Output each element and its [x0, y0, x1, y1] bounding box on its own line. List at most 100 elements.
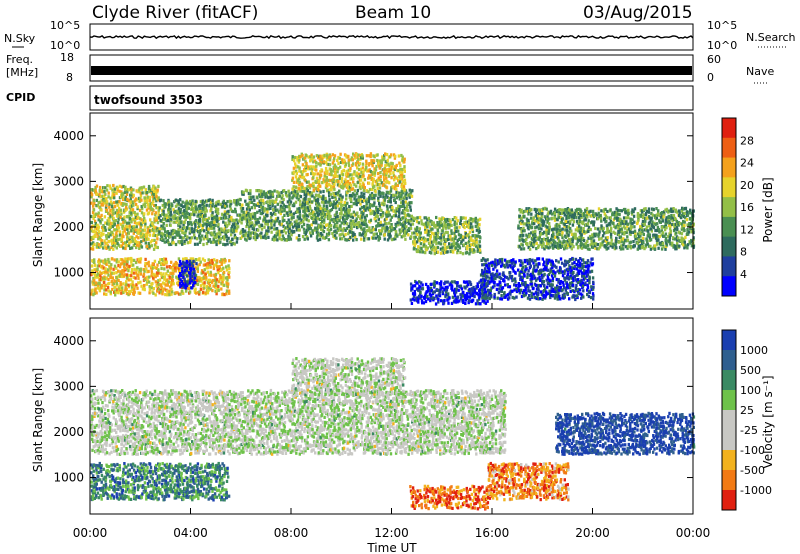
heatmap-cell [192, 260, 194, 263]
heatmap-cell [164, 234, 166, 237]
heatmap-cell [615, 237, 617, 240]
heatmap-cell [202, 291, 204, 294]
heatmap-cell [527, 212, 529, 215]
heatmap-cell [125, 244, 127, 247]
heatmap-cell [583, 239, 585, 242]
heatmap-cell [99, 186, 101, 189]
heatmap-cell [562, 228, 564, 231]
heatmap-cell [137, 232, 139, 235]
heatmap-cell [649, 233, 651, 236]
heatmap-cell [360, 238, 362, 241]
heatmap-cell [484, 273, 486, 276]
heatmap-cell [382, 214, 384, 217]
heatmap-cell [686, 211, 688, 214]
heatmap-cell [214, 224, 216, 227]
heatmap-cell [272, 193, 274, 196]
heatmap-cell [140, 285, 142, 288]
heatmap-cell [517, 224, 519, 227]
heatmap-cell [234, 242, 236, 245]
heatmap-cell [427, 246, 429, 249]
heatmap-cell [657, 239, 659, 242]
heatmap-cell [124, 267, 126, 270]
heatmap-cell [172, 241, 174, 244]
heatmap-cell [141, 186, 143, 189]
heatmap-cell [118, 260, 120, 263]
heatmap-cell [284, 205, 286, 208]
heatmap-cell [174, 266, 176, 269]
heatmap-cell [136, 205, 138, 208]
heatmap-cell [181, 243, 183, 246]
heatmap-cell [689, 211, 691, 214]
heatmap-cell [198, 257, 200, 260]
heatmap-cell [634, 207, 636, 210]
heatmap-cell [151, 282, 153, 285]
heatmap-cell [681, 232, 683, 235]
heatmap-cell [381, 227, 383, 230]
heatmap-cell [416, 226, 418, 229]
heatmap-cell [541, 215, 543, 218]
heatmap-cell [466, 245, 468, 248]
heatmap-cell [113, 201, 115, 204]
heatmap-cell [257, 229, 259, 232]
heatmap-cell [329, 215, 331, 218]
heatmap-cell [153, 287, 155, 290]
heatmap-cell [530, 208, 532, 211]
heatmap-cell [499, 281, 501, 284]
heatmap-cell [197, 267, 199, 270]
heatmap-cell [223, 271, 225, 274]
heatmap-cell [566, 229, 568, 232]
heatmap-cell [496, 275, 498, 278]
heatmap-cell [175, 276, 177, 279]
heatmap-cell [410, 227, 412, 230]
heatmap-cell [274, 205, 276, 208]
heatmap-cell [485, 282, 487, 285]
heatmap-cell [103, 281, 105, 284]
heatmap-cell [172, 272, 174, 275]
heatmap-cell [249, 192, 251, 195]
heatmap-cell [183, 278, 185, 281]
heatmap-cell [137, 281, 139, 284]
heatmap-cell [106, 209, 108, 212]
heatmap-cell [254, 203, 256, 206]
heatmap-cell [559, 240, 561, 243]
heatmap-cell [454, 294, 456, 297]
heatmap-cell [405, 225, 407, 228]
heatmap-cell [207, 231, 209, 234]
heatmap-cell [111, 205, 113, 208]
heatmap-cell [673, 214, 675, 217]
heatmap-cell [562, 217, 564, 220]
heatmap-cell [498, 273, 500, 276]
heatmap-cell [366, 224, 368, 227]
heatmap-cell [688, 230, 690, 233]
heatmap-cell [194, 274, 196, 277]
heatmap-cell [290, 200, 292, 203]
heatmap-cell [191, 275, 193, 278]
heatmap-cell [648, 211, 650, 214]
heatmap-cell [460, 285, 462, 288]
heatmap-cell [182, 258, 184, 261]
heatmap-cell [637, 219, 639, 222]
heatmap-cell [610, 216, 612, 219]
heatmap-cell [126, 225, 128, 228]
heatmap-cell [380, 232, 382, 235]
heatmap-cell [196, 237, 198, 240]
heatmap-cell [606, 216, 608, 219]
heatmap-cell [559, 233, 561, 236]
heatmap-cell [476, 241, 478, 244]
heatmap-cell [149, 199, 151, 202]
heatmap-cell [144, 258, 146, 261]
heatmap-cell [504, 283, 506, 286]
heatmap-cell [307, 237, 309, 240]
heatmap-cell [224, 259, 226, 262]
heatmap-cell [281, 194, 283, 197]
heatmap-cell [633, 225, 635, 228]
heatmap-cell [218, 200, 220, 203]
heatmap-cell [267, 196, 269, 199]
heatmap-cell [287, 190, 289, 193]
heatmap-cell [506, 264, 508, 267]
heatmap-cell [93, 243, 95, 246]
nsky-right-bottom-tick: 10^0 [707, 39, 737, 52]
heatmap-cell [451, 246, 453, 249]
heatmap-cell [410, 223, 412, 226]
heatmap-cell [435, 238, 437, 241]
